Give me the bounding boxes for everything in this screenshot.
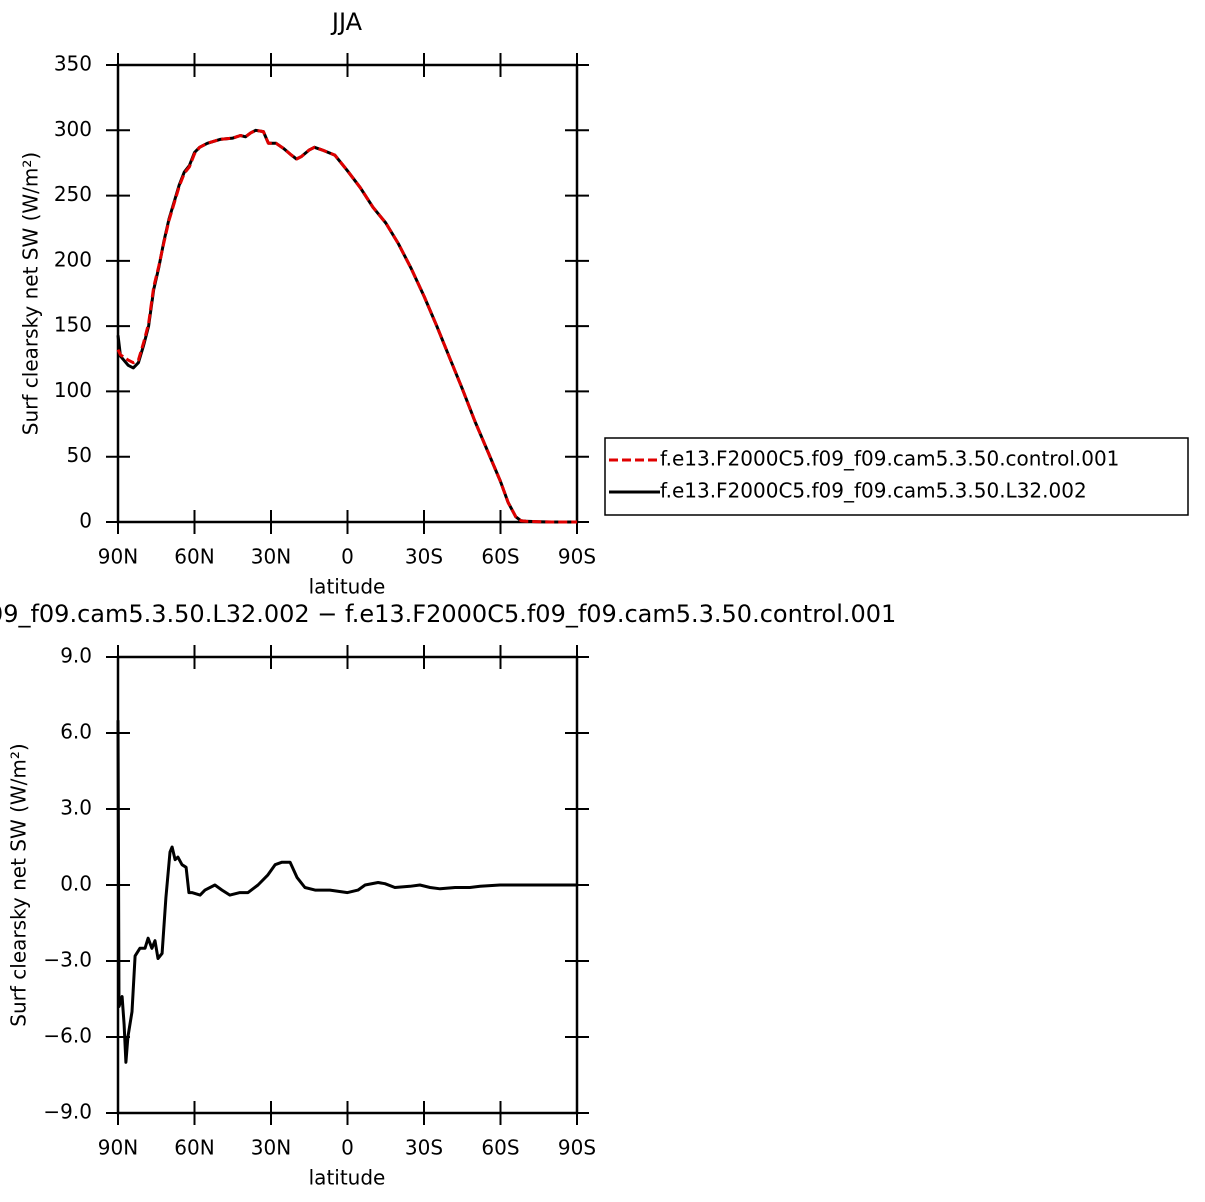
y-axis-label: Surf clearsky net SW (W/m²)	[7, 743, 31, 1026]
data-line	[116, 128, 577, 524]
legend-box	[604, 437, 1189, 516]
y-tick-label: 50	[67, 443, 92, 467]
data-line	[116, 128, 577, 524]
y-tick-label: 3.0	[60, 796, 92, 820]
chart-title: f.e13.F2000C5.f09_f09.cam5.3.50.L32.002 …	[0, 600, 896, 628]
plot-frame	[116, 63, 579, 524]
y-tick-label: −6.0	[43, 1024, 92, 1048]
x-tick-label: 0	[341, 545, 354, 569]
y-tick-label: −3.0	[43, 948, 92, 972]
x-tick-label: 30N	[251, 1136, 291, 1160]
x-tick-label: 60S	[481, 545, 519, 569]
x-tick-label: 60N	[174, 545, 214, 569]
x-tick-label: 0	[341, 1136, 354, 1160]
y-axis-label: Surf clearsky net SW (W/m²)	[19, 152, 43, 435]
y-tick-label: 150	[54, 313, 92, 337]
y-tick-label: −9.0	[43, 1100, 92, 1124]
y-tick-label: 350	[54, 52, 92, 76]
legend-label: f.e13.F2000C5.f09_f09.cam5.3.50.control.…	[660, 447, 1119, 471]
x-tick-label: 30S	[405, 1136, 443, 1160]
x-tick-label: 30N	[251, 545, 291, 569]
y-tick-label: 9.0	[60, 644, 92, 668]
y-tick-label: 300	[54, 117, 92, 141]
x-axis-label: latitude	[309, 1166, 386, 1190]
y-tick-label: 0	[79, 509, 92, 533]
x-tick-label: 60N	[174, 1136, 214, 1160]
y-tick-label: 250	[54, 182, 92, 206]
x-tick-label: 90S	[558, 1136, 596, 1160]
x-tick-label: 90N	[98, 545, 138, 569]
chart-title: JJA	[330, 8, 363, 36]
x-tick-label: 90N	[98, 1136, 138, 1160]
y-tick-label: 0.0	[60, 872, 92, 896]
x-tick-label: 90S	[558, 545, 596, 569]
y-tick-label: 100	[54, 378, 92, 402]
y-tick-label: 200	[54, 247, 92, 271]
x-axis-label: latitude	[309, 575, 386, 599]
legend-label: f.e13.F2000C5.f09_f09.cam5.3.50.L32.002	[660, 479, 1087, 503]
data-line	[116, 720, 577, 1064]
x-tick-label: 60S	[481, 1136, 519, 1160]
x-tick-label: 30S	[405, 545, 443, 569]
y-tick-label: 6.0	[60, 720, 92, 744]
